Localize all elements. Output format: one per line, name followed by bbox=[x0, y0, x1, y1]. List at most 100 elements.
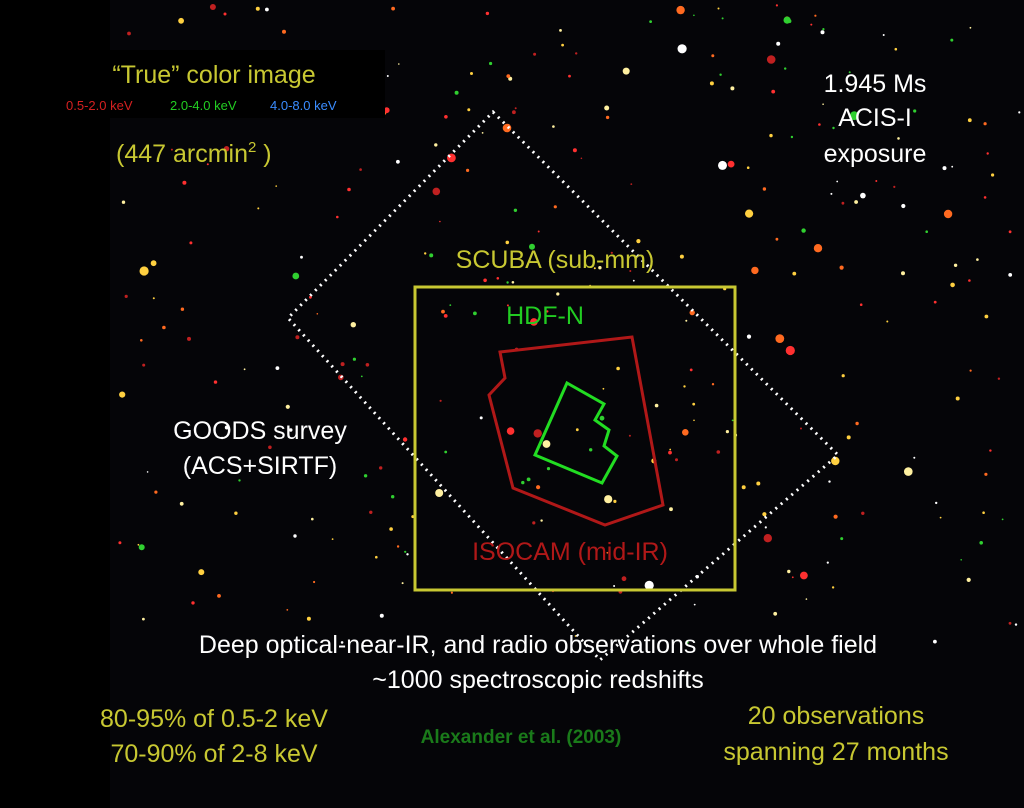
star bbox=[542, 440, 551, 448]
star bbox=[822, 28, 825, 31]
star-field bbox=[118, 4, 1021, 644]
star bbox=[514, 107, 517, 110]
star bbox=[984, 472, 988, 476]
star bbox=[848, 71, 851, 74]
star bbox=[933, 300, 937, 304]
star bbox=[224, 425, 229, 430]
star bbox=[1008, 273, 1013, 277]
band-label: 2.0-4.0 keV bbox=[170, 98, 237, 113]
star bbox=[331, 538, 334, 540]
star bbox=[450, 591, 453, 594]
star bbox=[828, 480, 831, 483]
star bbox=[389, 527, 393, 531]
star bbox=[137, 543, 140, 546]
star bbox=[467, 108, 471, 112]
star bbox=[776, 41, 781, 46]
exposure-line: ACIS-I bbox=[838, 104, 912, 132]
star bbox=[654, 403, 659, 408]
star bbox=[773, 611, 778, 616]
star bbox=[391, 495, 395, 499]
star bbox=[496, 277, 500, 280]
star bbox=[718, 160, 727, 170]
star bbox=[146, 471, 149, 473]
star bbox=[784, 67, 787, 70]
star bbox=[766, 55, 776, 64]
star bbox=[717, 7, 720, 10]
star bbox=[649, 20, 652, 23]
star bbox=[546, 310, 549, 313]
star bbox=[897, 137, 900, 140]
star bbox=[139, 266, 149, 276]
star bbox=[966, 577, 971, 583]
star bbox=[536, 485, 541, 490]
star bbox=[383, 107, 390, 114]
area-close: ) bbox=[256, 140, 271, 168]
star bbox=[268, 445, 272, 450]
star bbox=[124, 294, 128, 298]
star bbox=[546, 467, 551, 471]
star bbox=[730, 86, 735, 91]
band-label: 0.5-2.0 keV bbox=[66, 98, 133, 113]
star bbox=[751, 266, 759, 275]
star bbox=[689, 368, 693, 372]
star bbox=[746, 334, 752, 339]
star bbox=[762, 512, 767, 517]
star bbox=[846, 435, 851, 440]
star bbox=[692, 402, 696, 406]
star bbox=[432, 187, 441, 196]
hdfn-outline bbox=[533, 380, 619, 485]
star bbox=[454, 90, 459, 95]
star bbox=[599, 415, 605, 421]
star bbox=[243, 368, 246, 371]
star bbox=[179, 501, 184, 506]
star bbox=[300, 255, 303, 259]
exposure-line: exposure bbox=[824, 140, 927, 168]
star bbox=[511, 281, 515, 284]
star bbox=[347, 187, 351, 192]
star bbox=[854, 200, 858, 204]
star bbox=[669, 507, 673, 512]
star bbox=[984, 314, 989, 319]
star bbox=[598, 266, 602, 270]
star bbox=[379, 466, 383, 470]
star bbox=[861, 511, 865, 515]
star bbox=[725, 430, 730, 434]
star bbox=[441, 309, 445, 314]
star bbox=[559, 29, 562, 32]
star bbox=[693, 419, 695, 422]
star bbox=[526, 477, 531, 482]
star bbox=[628, 434, 631, 437]
star bbox=[775, 4, 779, 7]
isocam-label: ISOCAM (mid-IR) bbox=[472, 538, 668, 566]
star bbox=[771, 89, 776, 94]
title: “True” color image bbox=[112, 61, 315, 89]
star bbox=[150, 260, 157, 267]
star bbox=[675, 458, 678, 462]
star bbox=[292, 272, 300, 280]
star bbox=[800, 571, 808, 580]
observations-line: spanning 27 months bbox=[723, 738, 948, 766]
exposure-line: 1.945 Ms bbox=[824, 70, 927, 98]
star bbox=[439, 220, 441, 223]
star bbox=[693, 603, 696, 606]
star bbox=[255, 6, 260, 11]
star bbox=[489, 61, 493, 66]
star bbox=[894, 47, 898, 51]
star bbox=[220, 436, 224, 440]
star bbox=[630, 183, 633, 186]
star bbox=[613, 585, 616, 587]
star bbox=[968, 279, 971, 282]
star bbox=[444, 450, 448, 454]
star bbox=[530, 318, 538, 326]
star bbox=[257, 207, 260, 210]
star bbox=[953, 263, 958, 267]
star bbox=[800, 427, 802, 430]
star bbox=[313, 580, 316, 584]
star bbox=[901, 271, 905, 276]
star bbox=[882, 34, 885, 36]
star bbox=[401, 582, 404, 585]
star bbox=[764, 526, 767, 529]
star bbox=[286, 609, 289, 611]
star bbox=[553, 205, 557, 209]
